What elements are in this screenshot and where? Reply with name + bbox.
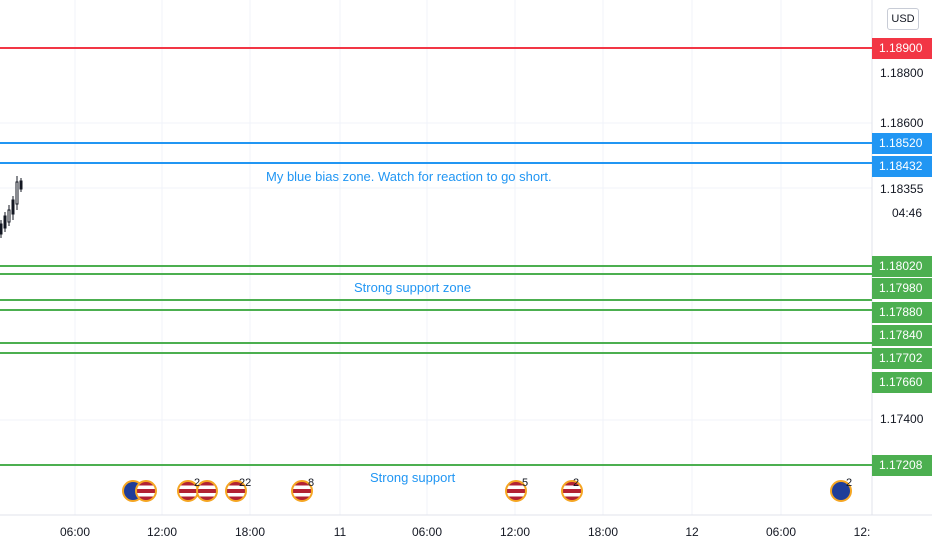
currency-button[interactable]: USD [887, 8, 919, 30]
time-axis-label: 06:00 [765, 525, 797, 539]
price-tag-green: 1.17702 [872, 348, 932, 369]
price-tag-green: 1.17840 [872, 325, 932, 346]
price-tag-red: 1.18900 [872, 38, 932, 59]
us-flag-icon [196, 480, 218, 502]
price-tag-green: 1.17980 [872, 278, 932, 299]
event-count: 2 [846, 477, 853, 489]
strong-support-line[interactable] [0, 464, 872, 466]
price-tag-blue: 1.18520 [872, 133, 932, 154]
annotation-blue-bias[interactable]: My blue bias zone. Watch for reaction to… [266, 169, 552, 184]
time-axis-label: 12:00 [146, 525, 178, 539]
time-axis-label: 12: [853, 525, 871, 539]
time-axis-label: 18:00 [587, 525, 619, 539]
event-count: 8 [308, 477, 315, 489]
axis-price-label: 1.18800 [880, 66, 924, 80]
axis-price-label: 1.18355 [880, 182, 924, 196]
time-axis-label: 06:00 [411, 525, 443, 539]
us-flag-icon [561, 480, 583, 502]
time-axis-label: 11 [333, 525, 347, 539]
support-line-4[interactable] [0, 309, 872, 311]
axis-price-label: 1.17400 [880, 412, 924, 426]
bar-countdown: 04:46 [892, 206, 923, 220]
support-line-6[interactable] [0, 352, 872, 354]
axis-price-label: 1.18600 [880, 116, 924, 130]
resistance-line-red[interactable] [0, 47, 872, 49]
support-line-2[interactable] [0, 273, 872, 275]
annotation-support-zone[interactable]: Strong support zone [354, 280, 472, 295]
event-count: 22 [239, 477, 252, 489]
us-flag-icon [225, 480, 247, 502]
us-flag-icon [135, 480, 157, 502]
support-line-5[interactable] [0, 342, 872, 344]
time-axis-label: 18:00 [234, 525, 266, 539]
eu-flag-icon [830, 480, 852, 502]
annotation-strong-support[interactable]: Strong support [370, 470, 456, 485]
time-axis-label: 06:00 [59, 525, 91, 539]
price-tag-green: 1.17208 [872, 455, 932, 476]
time-axis-label: 12 [685, 525, 699, 539]
event-count: 2 [573, 477, 580, 489]
time-axis-label: 12:00 [499, 525, 531, 539]
bias-zone-line-bottom[interactable] [0, 162, 872, 164]
price-tag-green: 1.17880 [872, 302, 932, 323]
support-line-3[interactable] [0, 299, 872, 301]
price-tag-green: 1.18020 [872, 256, 932, 277]
bias-zone-line-top[interactable] [0, 142, 872, 144]
event-count: 5 [522, 477, 529, 489]
event-count: 2 [194, 477, 201, 489]
us-flag-icon [505, 480, 527, 502]
us-flag-icon [291, 480, 313, 502]
price-tag-blue: 1.18432 [872, 156, 932, 177]
grid [0, 0, 872, 515]
candles [0, 176, 23, 238]
price-tag-green: 1.17660 [872, 372, 932, 393]
support-line-1[interactable] [0, 265, 872, 267]
